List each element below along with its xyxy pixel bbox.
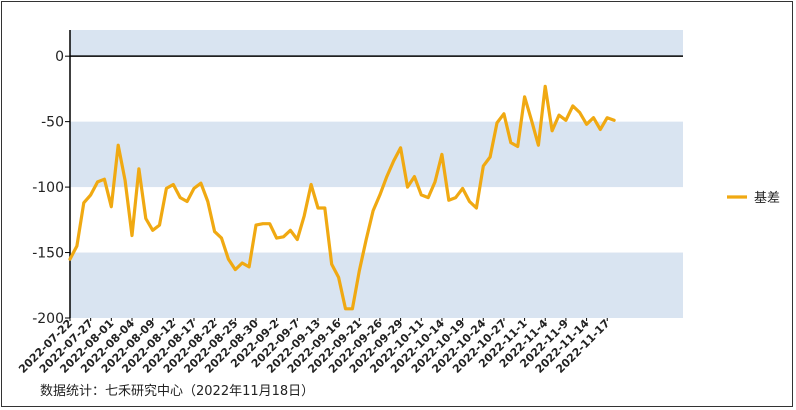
data-point <box>530 119 533 122</box>
data-point <box>110 205 113 208</box>
data-point <box>386 175 388 178</box>
data-point <box>427 196 430 199</box>
data-point <box>317 207 319 209</box>
legend: 基差 <box>727 191 780 206</box>
data-point <box>330 263 333 266</box>
data-point <box>69 258 71 260</box>
data-point <box>523 96 526 98</box>
data-point <box>213 230 216 233</box>
data-point <box>496 122 498 124</box>
data-point <box>193 187 195 190</box>
x-axis: 2022-07-222022-07-272022-08-012022-08-04… <box>16 317 612 376</box>
data-point <box>406 186 409 188</box>
plot-area <box>68 84 616 311</box>
data-point <box>248 266 250 268</box>
data-point <box>606 116 608 119</box>
data-point <box>372 209 374 212</box>
y-tick-label: -150 <box>32 246 64 262</box>
data-point <box>96 181 99 183</box>
data-point <box>275 237 278 239</box>
data-point <box>510 141 512 144</box>
data-point <box>613 119 615 122</box>
data-point <box>337 276 340 279</box>
data-point <box>441 153 443 156</box>
data-point <box>572 105 574 107</box>
data-point <box>186 200 188 203</box>
data-point <box>392 160 395 162</box>
data-point <box>585 123 588 126</box>
data-point <box>255 224 257 226</box>
data-point <box>262 222 264 225</box>
data-point <box>399 147 402 149</box>
data-point <box>310 183 312 186</box>
data-point <box>234 268 237 271</box>
data-point <box>503 113 505 115</box>
data-point <box>289 229 292 232</box>
data-source-note: 数据统计：七禾研究中心（2022年11月18日） <box>40 384 315 399</box>
data-point <box>558 114 560 116</box>
y-tick-label: 0 <box>55 49 64 65</box>
data-point <box>592 116 595 119</box>
data-point <box>578 111 581 114</box>
data-point <box>151 229 154 232</box>
data-point <box>172 183 175 186</box>
data-point <box>179 196 181 199</box>
data-point <box>379 194 381 196</box>
data-point <box>241 262 243 264</box>
data-point <box>516 145 519 148</box>
data-point <box>544 85 546 88</box>
data-point <box>551 130 553 132</box>
data-point <box>282 236 285 238</box>
series-line-basis <box>68 84 616 311</box>
data-point <box>268 222 271 225</box>
data-point <box>131 234 133 237</box>
background-band <box>70 121 683 188</box>
data-point <box>165 187 168 190</box>
background-band <box>70 252 683 318</box>
data-point <box>145 217 147 220</box>
data-point <box>117 144 119 146</box>
data-point <box>468 200 471 203</box>
data-point <box>420 194 423 196</box>
data-point <box>482 165 485 167</box>
y-tick-label: -200 <box>32 311 64 327</box>
background-band <box>70 30 683 57</box>
background-bands <box>70 30 683 318</box>
data-point <box>448 199 450 201</box>
data-point <box>76 245 78 247</box>
data-point <box>83 202 85 204</box>
data-point <box>489 156 491 158</box>
basis-line-chart: 0 -50 -100 -150 -200 2022-07-222022-07-27202… <box>16 30 780 376</box>
data-point <box>103 178 106 180</box>
data-point <box>475 207 478 209</box>
data-point <box>413 175 416 178</box>
data-point <box>351 308 354 310</box>
data-point <box>434 181 436 183</box>
data-point <box>454 196 457 199</box>
data-point <box>461 187 464 190</box>
data-point <box>138 168 140 170</box>
y-tick-label: -100 <box>32 180 64 196</box>
data-point <box>227 258 230 260</box>
data-point <box>344 308 347 310</box>
data-point <box>207 200 209 203</box>
data-point <box>565 119 567 122</box>
data-point <box>158 224 161 226</box>
data-point <box>220 237 223 239</box>
legend-label: 基差 <box>754 191 780 206</box>
y-axis: 0 -50 -100 -150 -200 <box>32 30 683 327</box>
data-point <box>324 207 326 209</box>
data-point <box>365 238 368 241</box>
data-point <box>124 179 126 182</box>
data-point <box>200 182 202 184</box>
data-point <box>358 270 361 272</box>
data-point <box>296 238 299 241</box>
data-point <box>599 128 602 131</box>
data-point <box>89 194 92 196</box>
data-point <box>303 215 306 217</box>
data-point <box>537 144 540 146</box>
y-tick-label: -50 <box>41 115 64 131</box>
